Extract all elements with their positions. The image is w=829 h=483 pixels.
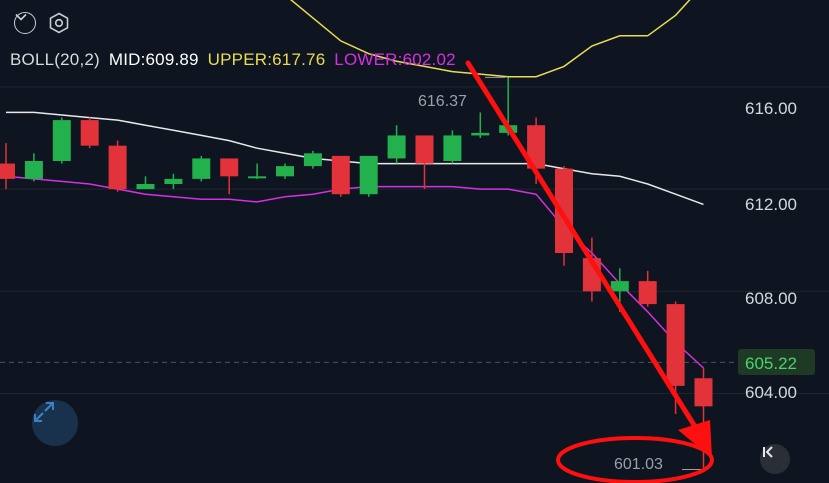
high-marker-label: 616.37 bbox=[418, 93, 467, 110]
candle bbox=[248, 163, 267, 179]
candle-body bbox=[248, 176, 267, 179]
lower-label: LOWER: bbox=[334, 50, 403, 69]
candle bbox=[80, 117, 99, 149]
candle bbox=[331, 155, 350, 197]
candle bbox=[0, 143, 15, 190]
candle-body bbox=[415, 135, 434, 164]
collapse-button[interactable] bbox=[14, 12, 36, 34]
low-price-circle bbox=[556, 436, 714, 483]
indicator-name: BOLL(20,2) bbox=[10, 50, 100, 69]
candle-body bbox=[80, 120, 99, 146]
settings-button[interactable] bbox=[48, 12, 70, 34]
trend-arrow-line bbox=[465, 60, 702, 436]
candle bbox=[387, 125, 406, 164]
candle bbox=[443, 130, 462, 164]
tick-label: 612.00 bbox=[745, 195, 797, 214]
upper-band-line bbox=[290, 0, 691, 78]
candle-body bbox=[0, 163, 15, 179]
candle-body bbox=[303, 153, 322, 167]
expand-button[interactable] bbox=[32, 400, 78, 446]
bollinger-bands bbox=[5, 0, 705, 369]
candle-body bbox=[443, 135, 462, 161]
candle-body bbox=[638, 281, 657, 305]
grid bbox=[0, 86, 829, 395]
candle bbox=[220, 158, 239, 195]
candle bbox=[359, 155, 378, 197]
candle bbox=[471, 112, 490, 138]
candle-body bbox=[694, 378, 713, 407]
boll-legend: BOLL(20,2) MID:609.89 UPPER:617.76 LOWER… bbox=[10, 50, 456, 70]
skip-back-icon bbox=[763, 446, 773, 458]
hexagon-settings-icon bbox=[49, 12, 69, 34]
candle bbox=[303, 150, 322, 169]
tick-label: 608.00 bbox=[745, 289, 797, 308]
candle-body bbox=[666, 304, 685, 386]
tick-label: 616.00 bbox=[745, 99, 797, 118]
candle-body bbox=[24, 161, 43, 179]
candle bbox=[694, 368, 713, 470]
candle bbox=[415, 135, 434, 190]
candle-body bbox=[108, 145, 127, 190]
chevron-down-icon bbox=[15, 13, 27, 21]
upper-label: UPPER: bbox=[207, 50, 273, 69]
candle-body bbox=[136, 184, 155, 190]
expand-diagonal-icon bbox=[34, 402, 54, 422]
current-price-label: 605.22 bbox=[745, 354, 797, 373]
upper-value: 617.76 bbox=[272, 50, 326, 69]
candle-body bbox=[220, 158, 239, 177]
candle-body bbox=[276, 166, 294, 177]
candle-body bbox=[555, 168, 573, 253]
mid-label: MID: bbox=[108, 50, 146, 69]
mid-band-line bbox=[6, 111, 704, 206]
candle-body bbox=[387, 135, 406, 159]
candle-body bbox=[192, 158, 211, 179]
candle-body bbox=[527, 125, 546, 169]
candle-body bbox=[331, 155, 350, 195]
candle bbox=[164, 173, 183, 190]
candle bbox=[108, 140, 127, 192]
lower-band-line bbox=[5, 175, 705, 369]
trend-annotation bbox=[465, 60, 714, 483]
candle-body bbox=[164, 178, 183, 184]
candle bbox=[24, 153, 43, 182]
lower-value: 602.02 bbox=[402, 50, 456, 69]
candle-body bbox=[610, 281, 629, 292]
scroll-to-latest-button[interactable] bbox=[760, 444, 790, 474]
current-price-badge bbox=[738, 349, 815, 375]
candle bbox=[638, 270, 657, 307]
candle bbox=[52, 117, 71, 164]
candle bbox=[192, 155, 211, 182]
candle-body bbox=[52, 120, 71, 161]
candle-body bbox=[359, 155, 378, 195]
candles bbox=[0, 77, 713, 470]
price-axis: 616.00 612.00 608.00 604.00 605.22 616.3… bbox=[418, 76, 815, 473]
candle bbox=[136, 176, 155, 190]
candle bbox=[276, 163, 294, 179]
candle-body bbox=[471, 132, 490, 136]
tick-label: 604.00 bbox=[745, 383, 797, 402]
low-marker-label: 601.03 bbox=[614, 456, 663, 473]
mid-value: 609.89 bbox=[145, 50, 199, 69]
